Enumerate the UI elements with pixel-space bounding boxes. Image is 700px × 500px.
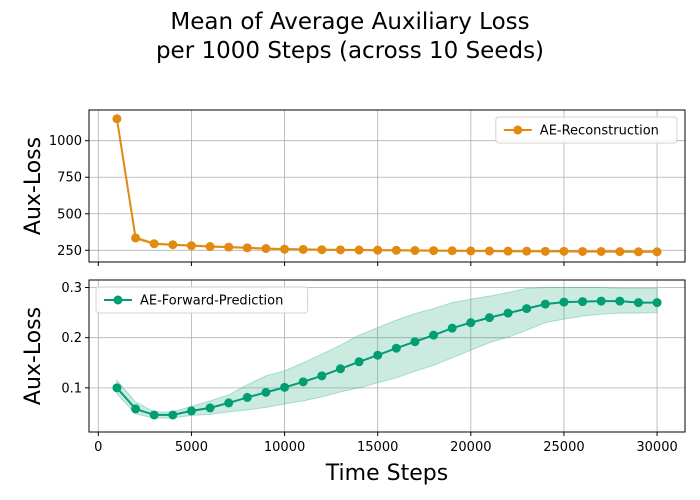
y-tick-label: 0.3 <box>61 281 82 296</box>
data-point <box>652 247 662 257</box>
data-point <box>205 242 215 252</box>
data-point <box>503 246 513 256</box>
data-point <box>596 246 606 256</box>
data-point <box>205 403 215 413</box>
x-tick-label: 0 <box>94 440 102 455</box>
data-point <box>149 410 159 420</box>
y-tick-label: 1000 <box>49 134 82 149</box>
x-tick-label: 15000 <box>357 440 398 455</box>
data-point <box>317 371 327 381</box>
data-point <box>466 246 476 256</box>
data-point <box>168 240 178 250</box>
y-tick-label: 750 <box>57 171 82 186</box>
data-point <box>112 114 122 124</box>
data-point <box>317 245 327 255</box>
x-tick-label: 20000 <box>450 440 491 455</box>
y-axis-label: Aux-Loss <box>21 137 46 235</box>
data-point <box>298 244 308 254</box>
data-point <box>261 244 271 254</box>
data-point <box>186 241 196 251</box>
chart-title-line-1: Mean of Average Auxiliary Loss <box>170 9 530 35</box>
data-point <box>391 245 401 255</box>
x-tick-label: 10000 <box>264 440 305 455</box>
data-point <box>112 383 122 393</box>
plot-frame <box>88 279 686 433</box>
data-point <box>429 246 439 256</box>
data-point <box>410 245 420 255</box>
data-point <box>391 343 401 353</box>
x-tick-label: 30000 <box>636 440 677 455</box>
data-point <box>540 246 550 256</box>
data-point <box>429 330 439 340</box>
data-point <box>484 313 494 323</box>
x-tick-label: 5000 <box>175 440 208 455</box>
y-axis-label: Aux-Loss <box>21 307 46 405</box>
subplot-2: 0.1 0.2 0.3 0 5000 10000 15000 20000 25000 30000 A… <box>21 279 686 455</box>
data-point <box>522 304 532 314</box>
data-point <box>186 406 196 416</box>
data-point <box>578 297 588 307</box>
data-point <box>410 337 420 347</box>
data-point <box>596 296 606 306</box>
data-point <box>540 299 550 309</box>
data-point <box>354 245 364 255</box>
data-point <box>280 382 290 392</box>
y-tick-label: 500 <box>57 207 82 222</box>
data-point <box>615 296 625 306</box>
legend-label: AE-Forward-Prediction <box>140 294 283 309</box>
x-axis-label: Time Steps <box>325 461 448 486</box>
y-tick-label: 250 <box>57 244 82 259</box>
legend-label: AE-Reconstruction <box>540 124 659 139</box>
data-point <box>652 298 662 308</box>
data-point <box>242 392 252 402</box>
data-point <box>484 246 494 256</box>
data-point <box>131 233 141 243</box>
y-tick-label: 0.2 <box>61 331 82 346</box>
data-point <box>280 244 290 254</box>
legend: AE-Reconstruction <box>495 116 678 144</box>
y-tick-label: 0.1 <box>61 381 82 396</box>
data-point <box>168 410 178 420</box>
data-point <box>615 247 625 257</box>
data-point <box>149 239 159 249</box>
chart-title: Mean of Average Auxiliary Loss per 1000 … <box>0 8 700 66</box>
data-point <box>466 318 476 328</box>
legend-box <box>95 286 309 314</box>
data-point <box>298 377 308 387</box>
data-point <box>447 323 457 333</box>
data-point <box>373 245 383 255</box>
x-tick-label: 25000 <box>543 440 584 455</box>
plot-frame <box>88 109 686 263</box>
data-point <box>559 297 569 307</box>
chart-title-line-2: per 1000 Steps (across 10 Seeds) <box>155 38 545 64</box>
legend: AE-Forward-Prediction <box>95 286 309 314</box>
legend-marker <box>113 295 123 305</box>
data-point <box>242 243 252 253</box>
data-point <box>224 398 234 408</box>
data-point <box>335 245 345 255</box>
data-point <box>373 350 383 360</box>
data-point <box>447 246 457 256</box>
data-point <box>335 364 345 374</box>
data-point <box>633 247 643 257</box>
data-point <box>503 308 513 318</box>
legend-marker <box>513 125 523 135</box>
data-point <box>354 357 364 367</box>
data-point <box>131 404 141 414</box>
legend-box <box>495 116 678 144</box>
data-point <box>633 298 643 308</box>
data-point <box>261 387 271 397</box>
data-point <box>522 246 532 256</box>
data-point <box>224 242 234 252</box>
data-point <box>559 246 569 256</box>
data-point <box>578 246 588 256</box>
